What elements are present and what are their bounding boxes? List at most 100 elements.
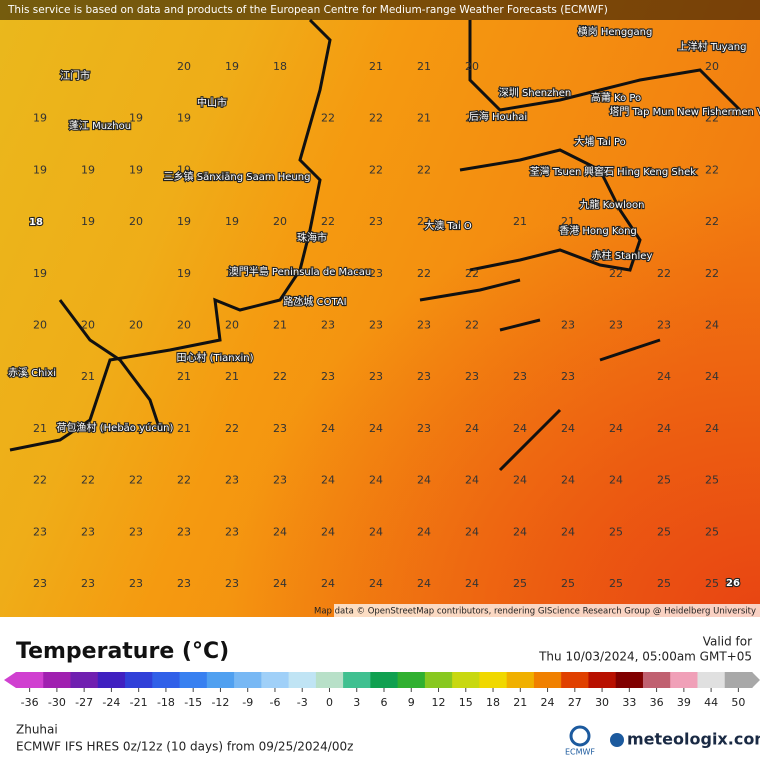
place-label: 荷包渔村 (Hebāo yúcūn): [57, 421, 174, 434]
temp-value: 23: [225, 474, 239, 487]
temp-value: 22: [81, 422, 95, 435]
temp-value: 21: [81, 370, 95, 383]
temp-value: 19: [33, 267, 47, 280]
colorbar-cell: [343, 672, 371, 688]
temp-value: 23: [369, 319, 383, 332]
colorbar-cell: [724, 672, 753, 688]
colorbar-label: 0: [326, 696, 333, 709]
place-label: 后海 Houhai: [469, 110, 527, 123]
temp-value: 22: [609, 267, 623, 280]
temp-value: 24: [273, 525, 287, 538]
temp-value: 19: [177, 163, 191, 176]
temp-value: 25: [657, 577, 671, 590]
temp-value: 22: [369, 163, 383, 176]
temp-value: 25: [705, 525, 719, 538]
colorbar-label: 33: [622, 696, 636, 709]
temp-value: 21: [177, 370, 191, 383]
colorbar-cell: [615, 672, 644, 688]
place-label: 中山市: [197, 96, 227, 109]
temp-value: 23: [561, 319, 575, 332]
temp-value: 23: [657, 319, 671, 332]
colorbar-label: -3: [297, 696, 308, 709]
place-label: 塔門 Tap Mun New Fishermen Village: [609, 105, 760, 118]
temp-value: 21: [417, 112, 431, 125]
temp-value: 22: [465, 267, 479, 280]
location: Zhuhai: [16, 723, 58, 737]
temp-value: 23: [465, 370, 479, 383]
colorbar-label: 30: [595, 696, 609, 709]
temp-value: 23: [513, 370, 527, 383]
place-label: 荃灣 Tsuen Wan: [530, 165, 607, 178]
colorbar-cell: [479, 672, 508, 688]
place-label: 高莆 Ko Po: [591, 91, 641, 104]
colorbar-cell: [642, 672, 671, 688]
place-label: 九龍 Kowloon: [580, 198, 645, 211]
colorbar-cell: [97, 672, 126, 688]
colorbar-cell: [697, 672, 726, 688]
temp-value: 21: [177, 422, 191, 435]
temp-value: 24: [657, 422, 671, 435]
place-label: 大埔 Tai Po: [574, 135, 626, 148]
temp-value: 24: [657, 370, 671, 383]
header-bar: [0, 0, 760, 20]
colorbar-cell: [370, 672, 399, 688]
temp-value: 24: [273, 577, 287, 590]
colorbar-label: 27: [568, 696, 582, 709]
temp-value: 24: [465, 422, 479, 435]
place-label: 江门市: [60, 69, 90, 82]
temp-value: 25: [657, 474, 671, 487]
temp-value: 24: [465, 474, 479, 487]
colorbar-label: -18: [157, 696, 175, 709]
temp-value: 20: [81, 319, 95, 332]
colorbar-cell: [397, 672, 426, 688]
temp-value: 21: [417, 60, 431, 73]
temp-value: 20: [177, 319, 191, 332]
temp-value: 24: [417, 474, 431, 487]
temp-value: 19: [177, 112, 191, 125]
place-label: 上洋村 Tuyang: [678, 40, 747, 53]
place-label: 珠海市: [297, 231, 327, 244]
colorbar-cell: [125, 672, 153, 688]
place-label: 三乡镇 Sānxiāng Saam Heung: [164, 170, 311, 183]
temp-value: 24: [561, 422, 575, 435]
colorbar-cell: [424, 672, 453, 688]
colorbar-label: -30: [48, 696, 66, 709]
temp-value: 23: [417, 422, 431, 435]
temp-value: 25: [705, 474, 719, 487]
temp-value: 19: [225, 60, 239, 73]
temp-value: 19: [33, 112, 47, 125]
min-temp: 18: [29, 217, 43, 228]
colorbar-cell: [670, 672, 698, 688]
colorbar-label: -9: [242, 696, 253, 709]
colorbar-cell: [561, 672, 589, 688]
temp-value: 19: [177, 215, 191, 228]
temp-value: 24: [369, 525, 383, 538]
colorbar-cell: [533, 672, 562, 688]
temp-value: 21: [33, 422, 47, 435]
temp-value: 23: [225, 525, 239, 538]
temp-value: 21: [369, 60, 383, 73]
brand[interactable]: meteologix.com: [627, 730, 760, 749]
colorbar-cell: [588, 672, 617, 688]
temp-value: 22: [321, 112, 335, 125]
temp-value: 24: [705, 422, 719, 435]
map-field-warm: [0, 0, 760, 617]
place-label: 大澳 Tai O: [424, 219, 472, 232]
temp-value: 18: [273, 60, 287, 73]
colorbar-label: -36: [21, 696, 39, 709]
temp-value: 23: [273, 474, 287, 487]
temp-value: 21: [273, 319, 287, 332]
temp-value: 22: [705, 112, 719, 125]
temp-value: 24: [417, 577, 431, 590]
temp-value: 22: [417, 163, 431, 176]
temp-value: 23: [561, 370, 575, 383]
temp-value: 23: [177, 525, 191, 538]
temp-value: 22: [705, 215, 719, 228]
colorbar-cell: [206, 672, 235, 688]
temp-value: 22: [705, 163, 719, 176]
colorbar-cell: [70, 672, 99, 688]
colorbar-cell: [16, 672, 44, 688]
temp-value: 22: [81, 474, 95, 487]
temp-value: 20: [705, 60, 719, 73]
